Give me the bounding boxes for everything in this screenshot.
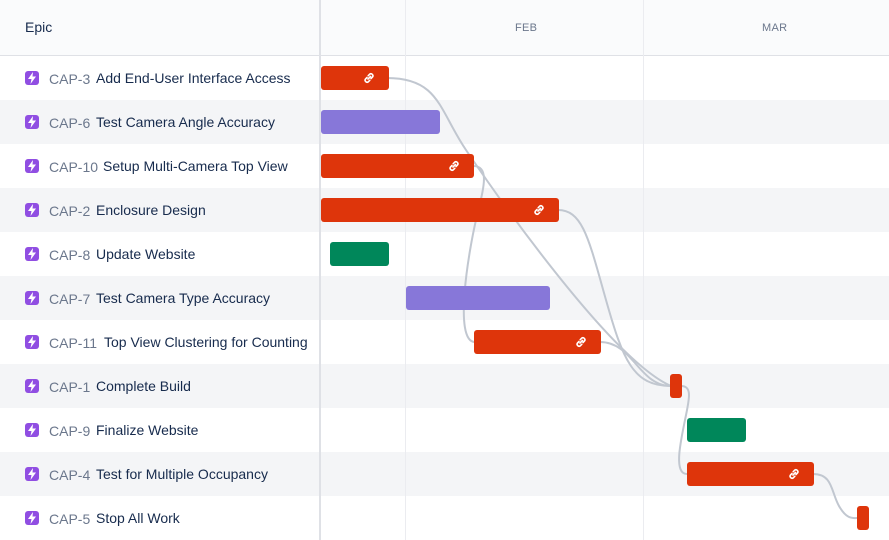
epic-row-cap-1[interactable]: CAP-1 Complete Build — [0, 364, 320, 408]
issue-key[interactable]: CAP-2 — [49, 203, 91, 219]
lightning-icon — [25, 511, 39, 525]
epic-bar-cap-5[interactable] — [857, 506, 869, 530]
lightning-icon — [25, 335, 39, 349]
issue-title[interactable]: Top View Clustering for Counting — [104, 334, 308, 350]
epic-row-cap-8[interactable]: CAP-8 Update Website — [0, 232, 320, 276]
issue-title[interactable]: Enclosure Design — [96, 202, 206, 218]
issue-title[interactable]: Add End-User Interface Access — [96, 70, 291, 86]
lightning-icon — [25, 115, 39, 129]
link-icon[interactable] — [362, 71, 376, 85]
issue-key[interactable]: CAP-1 — [49, 379, 91, 395]
lightning-icon — [25, 379, 39, 393]
issue-title[interactable]: Test Camera Angle Accuracy — [96, 114, 275, 130]
epic-row-cap-11[interactable]: CAP-11 Top View Clustering for Counting — [0, 320, 320, 364]
epic-row-cap-4[interactable]: CAP-4 Test for Multiple Occupancy — [0, 452, 320, 496]
epic-bar-cap-6[interactable] — [321, 110, 440, 134]
lightning-icon — [25, 423, 39, 437]
row-background — [0, 100, 889, 144]
lightning-icon — [25, 203, 39, 217]
month-label-mar: MAR — [762, 22, 788, 34]
lightning-icon — [25, 467, 39, 481]
dependency-lines — [386, 77, 859, 520]
epic-bar-cap-8[interactable] — [330, 242, 389, 266]
issue-key[interactable]: CAP-4 — [49, 467, 91, 483]
epic-bar-cap-11[interactable] — [474, 330, 601, 354]
issue-key[interactable]: CAP-9 — [49, 423, 91, 439]
link-icon[interactable] — [787, 467, 801, 481]
dependency-line — [678, 385, 690, 475]
lightning-icon — [25, 159, 39, 173]
issue-key[interactable]: CAP-11 — [49, 335, 97, 351]
epic-row-cap-6[interactable]: CAP-6 Test Camera Angle Accuracy — [0, 100, 320, 144]
epic-bar-cap-1[interactable] — [670, 374, 682, 398]
lightning-icon — [25, 71, 39, 85]
epic-row-cap-2[interactable]: CAP-2 Enclosure Design — [0, 188, 320, 232]
epic-row-cap-7[interactable]: CAP-7 Test Camera Type Accuracy — [0, 276, 320, 320]
epic-bar-cap-7[interactable] — [406, 286, 550, 310]
issue-key[interactable]: CAP-7 — [49, 291, 91, 307]
dependency-line — [462, 165, 485, 343]
epic-bar-cap-4[interactable] — [687, 462, 814, 486]
epic-row-cap-10[interactable]: CAP-10 Setup Multi-Camera Top View — [0, 144, 320, 188]
epic-row-cap-5[interactable]: CAP-5 Stop All Work — [0, 496, 320, 540]
timeline-header: FEB MAR — [321, 0, 889, 56]
link-icon[interactable] — [532, 203, 546, 217]
lightning-icon — [25, 291, 39, 305]
issue-title[interactable]: Test Camera Type Accuracy — [96, 290, 271, 306]
epic-bar-cap-2[interactable] — [321, 198, 559, 222]
link-icon[interactable] — [574, 335, 588, 349]
month-divider — [405, 0, 406, 540]
epic-row-cap-9[interactable]: CAP-9 Finalize Website — [0, 408, 320, 452]
epic-list-header: Epic — [0, 0, 320, 56]
timeline-grid: FEB MAR — [321, 0, 889, 540]
issue-title[interactable]: Complete Build — [96, 378, 191, 394]
month-label-feb: FEB — [515, 22, 538, 34]
dependency-line — [812, 473, 859, 520]
issue-title[interactable]: Setup Multi-Camera Top View — [103, 158, 288, 174]
epic-list: Epic CAP-3 Add End-User Interface Access… — [0, 0, 320, 540]
issue-key[interactable]: CAP-8 — [49, 247, 91, 263]
epic-bar-cap-9[interactable] — [687, 418, 746, 442]
link-icon[interactable] — [447, 159, 461, 173]
issue-key[interactable]: CAP-5 — [49, 511, 91, 527]
issue-key[interactable]: CAP-3 — [49, 71, 91, 87]
dependency-line — [599, 341, 672, 387]
epic-column-title: Epic — [25, 19, 53, 35]
issue-key[interactable]: CAP-10 — [49, 159, 99, 175]
epic-bar-cap-10[interactable] — [321, 154, 474, 178]
issue-title[interactable]: Stop All Work — [96, 510, 180, 526]
month-divider — [643, 0, 644, 540]
epic-bar-cap-3[interactable] — [321, 66, 389, 90]
issue-key[interactable]: CAP-6 — [49, 115, 91, 131]
issue-title[interactable]: Update Website — [96, 246, 196, 262]
panel-resize-handle[interactable] — [319, 0, 321, 540]
epic-row-cap-3[interactable]: CAP-3 Add End-User Interface Access — [0, 56, 320, 100]
row-background — [0, 364, 889, 408]
lightning-icon — [25, 247, 39, 261]
issue-title[interactable]: Finalize Website — [96, 422, 199, 438]
issue-title[interactable]: Test for Multiple Occupancy — [96, 466, 268, 482]
dependency-line — [557, 209, 672, 387]
